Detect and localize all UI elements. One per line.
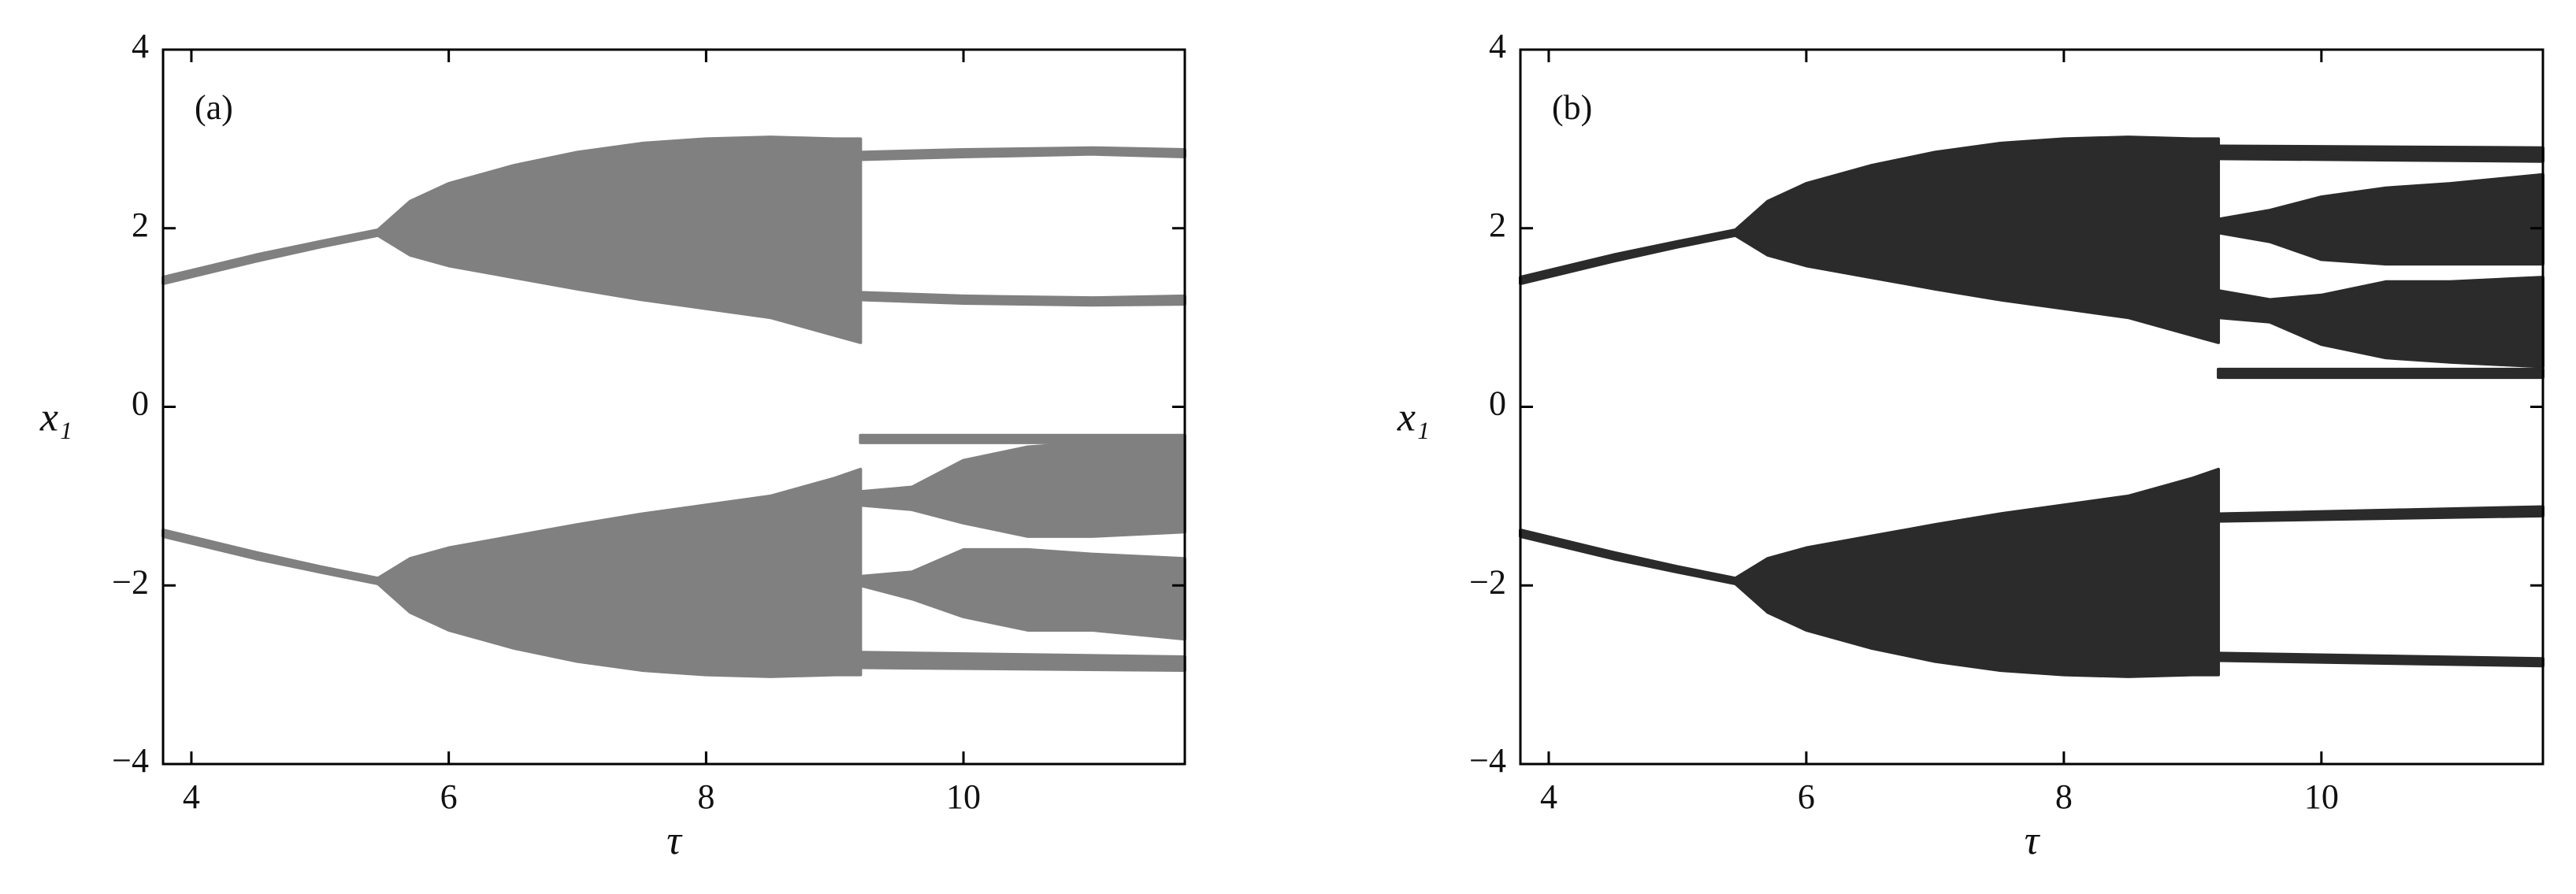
y-tick-label: 4: [1489, 27, 1506, 65]
bifurcation-band: [376, 467, 863, 678]
x-tick-label: 8: [697, 777, 715, 816]
y-tick-label: 0: [1489, 384, 1506, 423]
x-tick-label: 4: [183, 777, 200, 816]
x-tick-label: 4: [1540, 777, 1557, 816]
y-tick-label: 4: [132, 27, 149, 65]
x-tick-label: 6: [440, 777, 458, 816]
y-tick-label: 0: [132, 384, 149, 423]
bifurcation-band: [2217, 367, 2544, 380]
bifurcation-band: [2217, 651, 2544, 668]
bifurcation-band: [376, 135, 863, 344]
y-tick-label: 2: [1489, 206, 1506, 244]
bifurcation-band: [161, 528, 380, 585]
y-tick-label: −2: [112, 562, 149, 601]
bifurcation-band: [1734, 467, 2221, 678]
bifurcation-band: [1734, 135, 2221, 344]
x-axis-label: τ: [2025, 818, 2041, 863]
bifurcation-band: [859, 146, 1186, 161]
y-axis-label: x₁: [39, 395, 72, 440]
bifurcation-band: [859, 436, 1186, 538]
y-tick-label: −4: [1469, 741, 1506, 780]
y-axis-label: x₁: [1397, 395, 1430, 440]
x-tick-label: 10: [946, 777, 981, 816]
x-tick-label: 8: [2055, 777, 2073, 816]
bifurcation-band: [2217, 505, 2544, 523]
y-tick-label: −4: [112, 741, 149, 780]
bifurcation-band: [859, 547, 1186, 641]
y-tick-label: 2: [132, 206, 149, 244]
x-tick-label: 6: [1798, 777, 1815, 816]
bifurcation-band: [859, 651, 1186, 672]
bifurcation-band: [2217, 276, 2544, 369]
panel-label: (b): [1552, 88, 1592, 127]
bifurcation-band: [2217, 172, 2544, 266]
bifurcation-band: [2217, 144, 2544, 163]
panel-label: (a): [195, 88, 233, 127]
y-tick-label: −2: [1469, 562, 1506, 601]
x-axis-label: τ: [666, 818, 683, 863]
x-tick-label: 10: [2304, 777, 2339, 816]
bifurcation-band: [1519, 528, 1738, 585]
bifurcation-band: [161, 228, 380, 286]
bifurcation-band: [1519, 228, 1738, 286]
bifurcation-band: [859, 291, 1186, 307]
